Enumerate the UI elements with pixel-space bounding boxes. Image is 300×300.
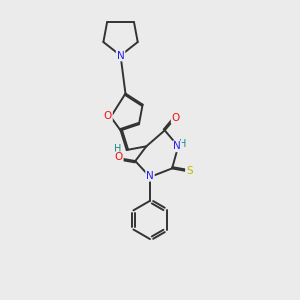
Text: O: O	[172, 113, 180, 123]
Text: N: N	[146, 171, 154, 181]
Text: S: S	[186, 166, 193, 176]
Text: O: O	[115, 152, 123, 162]
Text: H: H	[114, 144, 122, 154]
Text: O: O	[104, 111, 112, 121]
Text: N: N	[117, 50, 124, 61]
Text: N: N	[173, 141, 181, 151]
Text: H: H	[179, 139, 186, 149]
